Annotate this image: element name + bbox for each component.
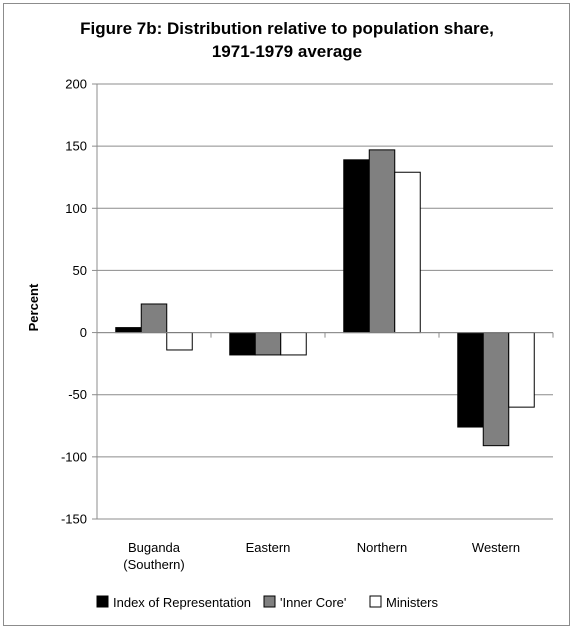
bar-series-1-category-1	[254, 332, 282, 356]
bar-series-1-category-3	[482, 332, 510, 447]
x-tick-label-3-line-0: Western	[472, 540, 520, 555]
x-tick-label-2: Northern	[357, 540, 408, 555]
bar-series-0-category-2	[343, 159, 370, 334]
legend-label-0: Index of Representation	[113, 595, 251, 610]
bar-series-0-category-1	[229, 332, 256, 356]
bar-series-2-category-1	[280, 332, 307, 356]
legend-swatch-2	[369, 595, 382, 608]
legend: Index of Representation 'Inner Core' Minis…	[96, 595, 439, 610]
legend-label-1: 'Inner Core'	[280, 595, 346, 610]
y-tick-label-100: 100	[65, 201, 87, 216]
gridlines	[92, 83, 553, 520]
bar-series-1-category-0	[140, 303, 168, 334]
legend-swatch-0	[96, 595, 109, 608]
x-tick-label-0-line-1: (Southern)	[123, 557, 184, 572]
x-axis-tick-labels: Buganda (Southern) Eastern Northern Western	[123, 540, 520, 572]
y-tick-label--150: -150	[61, 512, 87, 527]
x-tick-label-2-line-0: Northern	[357, 540, 408, 555]
bar-series-2-category-3	[508, 332, 535, 408]
bar-series-2-category-2	[394, 171, 421, 334]
y-tick-label-0: 0	[80, 325, 87, 340]
bar-series-2-category-0	[166, 332, 193, 351]
x-tick-label-0-line-0: Buganda	[128, 540, 181, 555]
x-tick-label-1-line-0: Eastern	[246, 540, 291, 555]
bars	[115, 149, 535, 447]
chart-title: Figure 7b: Distribution relative to popu…	[80, 19, 494, 61]
chart-title-line-1: Figure 7b: Distribution relative to popu…	[80, 19, 494, 38]
y-tick-label-200: 200	[65, 77, 87, 92]
y-tick-label--100: -100	[61, 449, 87, 464]
bar-series-0-category-3	[457, 332, 484, 428]
x-tick-label-0: Buganda (Southern)	[123, 540, 184, 572]
y-tick-label-150: 150	[65, 139, 87, 154]
bar-series-1-category-2	[368, 149, 396, 334]
legend-label-2: Ministers	[386, 595, 439, 610]
y-axis-tick-labels: -150 -100 -50 0 50 100 150 200	[61, 77, 87, 527]
y-tick-label-50: 50	[73, 263, 87, 278]
x-tick-label-3: Western	[472, 540, 520, 555]
y-axis-label: Percent	[26, 283, 41, 331]
chart-title-line-2: 1971-1979 average	[212, 42, 362, 61]
y-tick-label--50: -50	[68, 387, 87, 402]
x-tick-label-1: Eastern	[246, 540, 291, 555]
axes	[96, 84, 554, 519]
legend-swatch-1	[263, 595, 276, 608]
bar-series-0-category-0	[115, 327, 142, 334]
